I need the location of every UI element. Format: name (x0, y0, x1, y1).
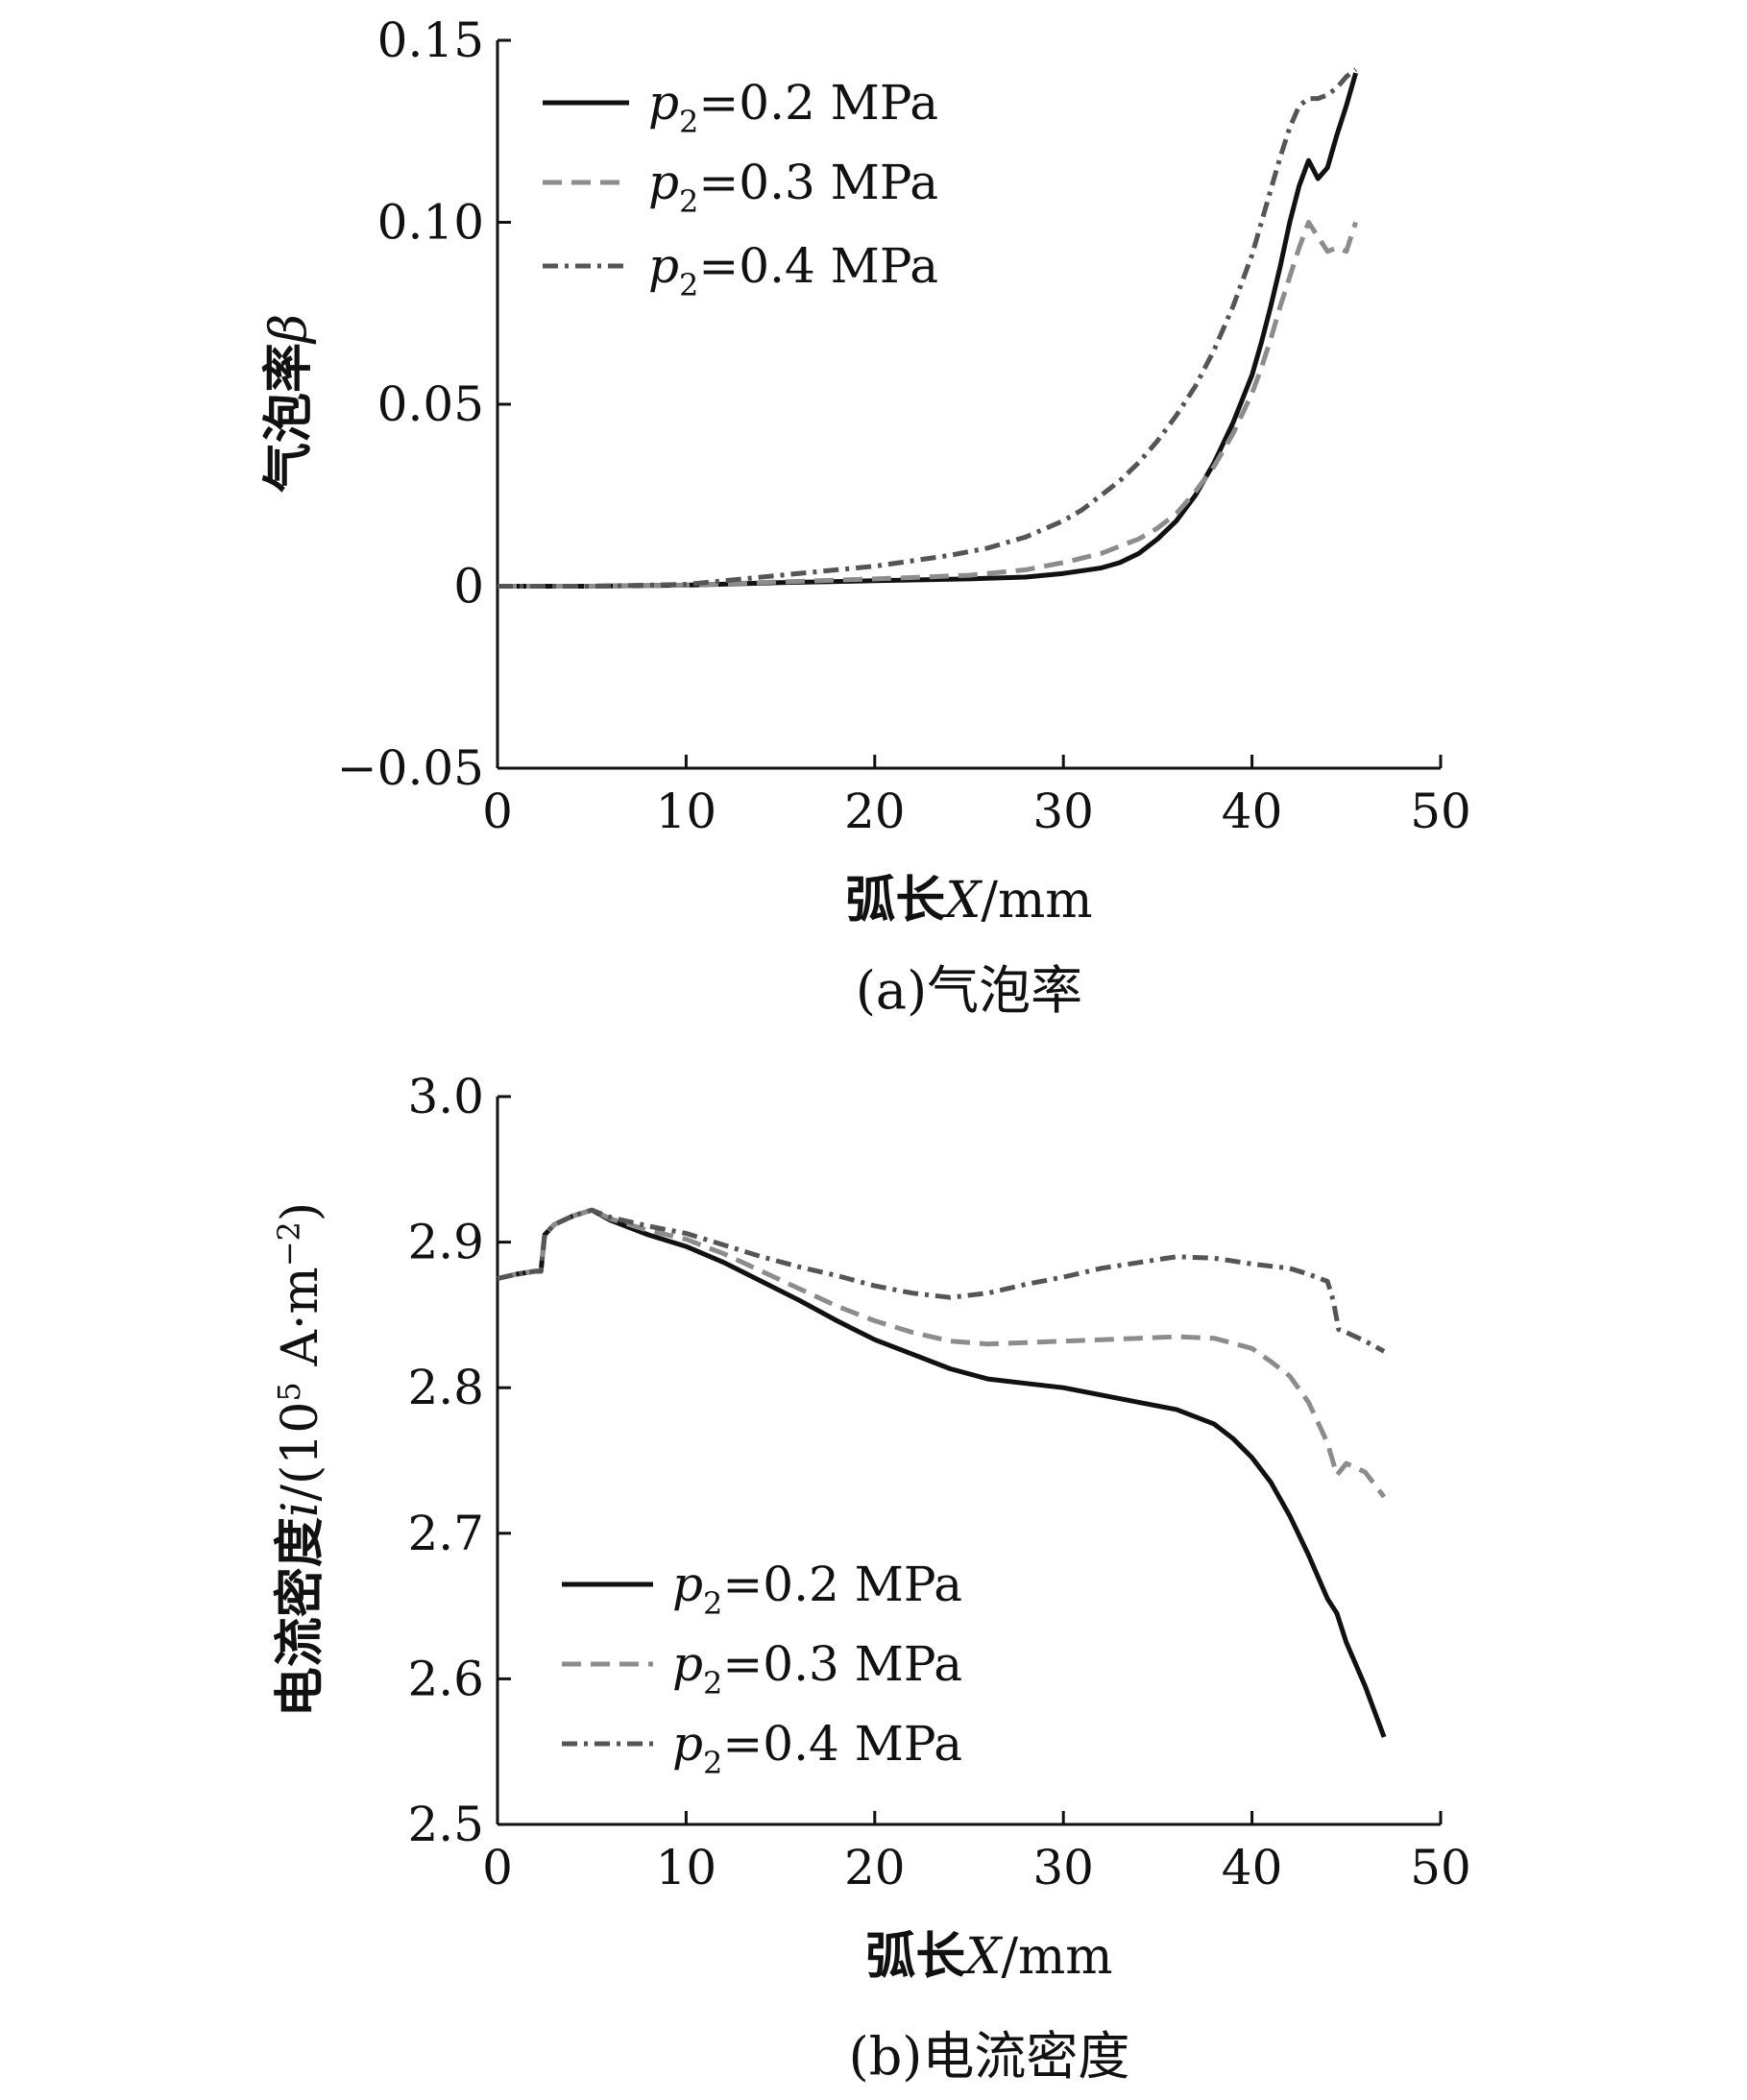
panel-b-ytick-label: 2.9 (407, 1215, 484, 1270)
panel-a-xtick-label: 0 (482, 784, 513, 839)
panel-a-y-ticks: −0.05 0 0.05 0.10 0.15 (337, 12, 511, 796)
panel-b-xlabel: 弧长X/mm (865, 1927, 1112, 1986)
legend-b-label-3: p2=0.4 MPa (672, 1716, 962, 1781)
panel-a-xtick-label: 10 (656, 784, 717, 839)
panel-a-legend: p2=0.2 MPa p2=0.3 MPa p2=0.4 MPa (543, 75, 938, 303)
panel-a-xlabel: 弧长X/mm (845, 871, 1092, 929)
panel-b-xtick-label: 0 (482, 1840, 513, 1895)
legend-a-label-3: p2=0.4 MPa (648, 238, 938, 303)
panel-b-xtick-label: 10 (656, 1840, 717, 1895)
panel-b-series (497, 1207, 1387, 1738)
panel-b-xtick-label: 40 (1222, 1840, 1283, 1895)
panel-b-ylabel: 电流密度i/(105 A·m−2) (271, 1202, 329, 1717)
panel-b-xtick-label: 20 (844, 1840, 906, 1895)
panel-b-caption: (b)电流密度 (849, 2026, 1130, 2087)
panel-a-ytick-label: 0 (453, 559, 484, 615)
panel-a-ytick-label: 0.15 (377, 12, 484, 68)
legend-b-label-1: p2=0.2 MPa (672, 1557, 962, 1622)
panel-a-ytick-label: 0.05 (377, 376, 484, 432)
panel-a-ytick-label: −0.05 (337, 740, 484, 796)
panel-b-x-ticks: 0 10 20 30 40 50 (482, 1811, 1471, 1895)
panel-b-series-line-3 (497, 1207, 1386, 1354)
panel-a-series-line-2 (497, 220, 1358, 589)
panel-a-caption: (a)气泡率 (856, 960, 1082, 1021)
panel-a-xtick-label: 50 (1410, 784, 1471, 839)
panel-b-xtick-label: 30 (1032, 1840, 1094, 1895)
panel-a-series-line-1 (497, 72, 1359, 589)
legend-b-label-2: p2=0.3 MPa (672, 1636, 962, 1702)
panel-b-legend: p2=0.2 MPa p2=0.3 MPa p2=0.4 MPa (562, 1557, 962, 1781)
panel-b: 2.5 2.6 2.7 2.8 2.9 3.0 0 10 20 30 40 50 p2=0.2 MP… (271, 1069, 1471, 2087)
panel-b-ytick-label: 2.7 (407, 1506, 484, 1561)
panel-a-series (497, 67, 1359, 589)
panel-b-ytick-label: 2.5 (407, 1797, 484, 1852)
panel-a-xtick-label: 20 (844, 784, 906, 839)
panel-b-ytick-label: 3.0 (407, 1069, 484, 1124)
panel-b-ytick-label: 2.6 (407, 1651, 484, 1706)
panel-a-xtick-label: 30 (1032, 784, 1094, 839)
panel-a-ytick-label: 0.10 (377, 195, 484, 251)
legend-a-label-1: p2=0.2 MPa (648, 75, 938, 140)
legend-a-label-2: p2=0.3 MPa (648, 155, 938, 220)
panel-b-xtick-label: 50 (1410, 1840, 1471, 1895)
panel-a-xtick-label: 40 (1222, 784, 1283, 839)
panel-a-series-line-3 (497, 67, 1358, 589)
panel-a-x-ticks: 0 10 20 30 40 50 (482, 755, 1471, 839)
panel-b-y-ticks: 2.5 2.6 2.7 2.8 2.9 3.0 (407, 1069, 511, 1852)
panel-a-ylabel: 气泡率β (259, 314, 318, 493)
panel-b-ytick-label: 2.8 (407, 1360, 484, 1415)
